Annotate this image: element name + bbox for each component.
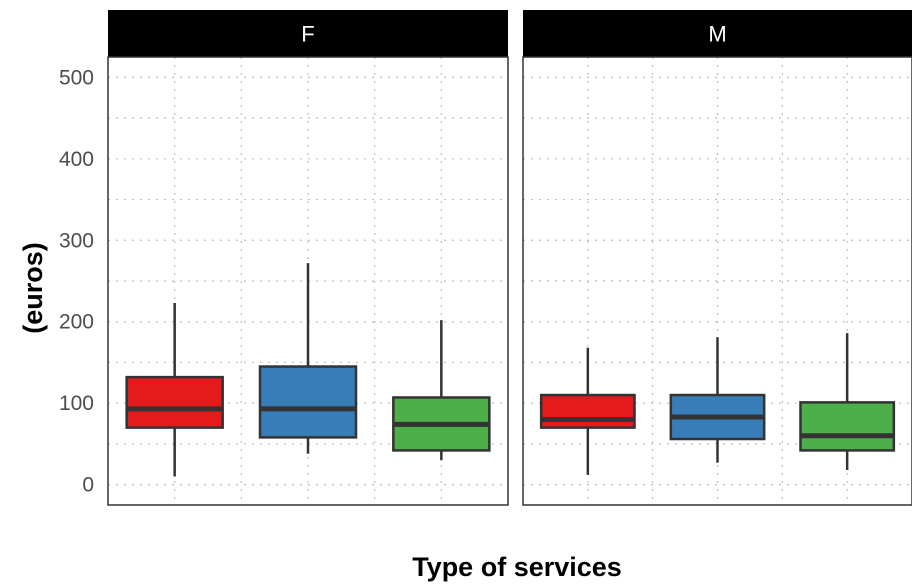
y-tick-label: 100 (59, 392, 94, 415)
x-axis-title: Type of services (412, 552, 622, 582)
box (539, 393, 636, 429)
y-tick-label: 0 (82, 474, 94, 497)
facet-strip (108, 10, 508, 57)
box (258, 365, 358, 439)
panel-border (522, 56, 912, 506)
y-tick-label: 300 (59, 229, 94, 252)
facet-strip-label: M (708, 22, 726, 47)
box (799, 401, 896, 452)
y-axis-title: (euros) (18, 242, 48, 334)
y-tick-label: 200 (59, 311, 94, 334)
box (125, 375, 224, 429)
y-tick-label: 500 (59, 66, 94, 89)
panel-border (107, 56, 509, 506)
y-tick-label: 400 (59, 148, 94, 171)
facet-strip-label: F (301, 22, 314, 47)
facet-strip (523, 10, 912, 57)
